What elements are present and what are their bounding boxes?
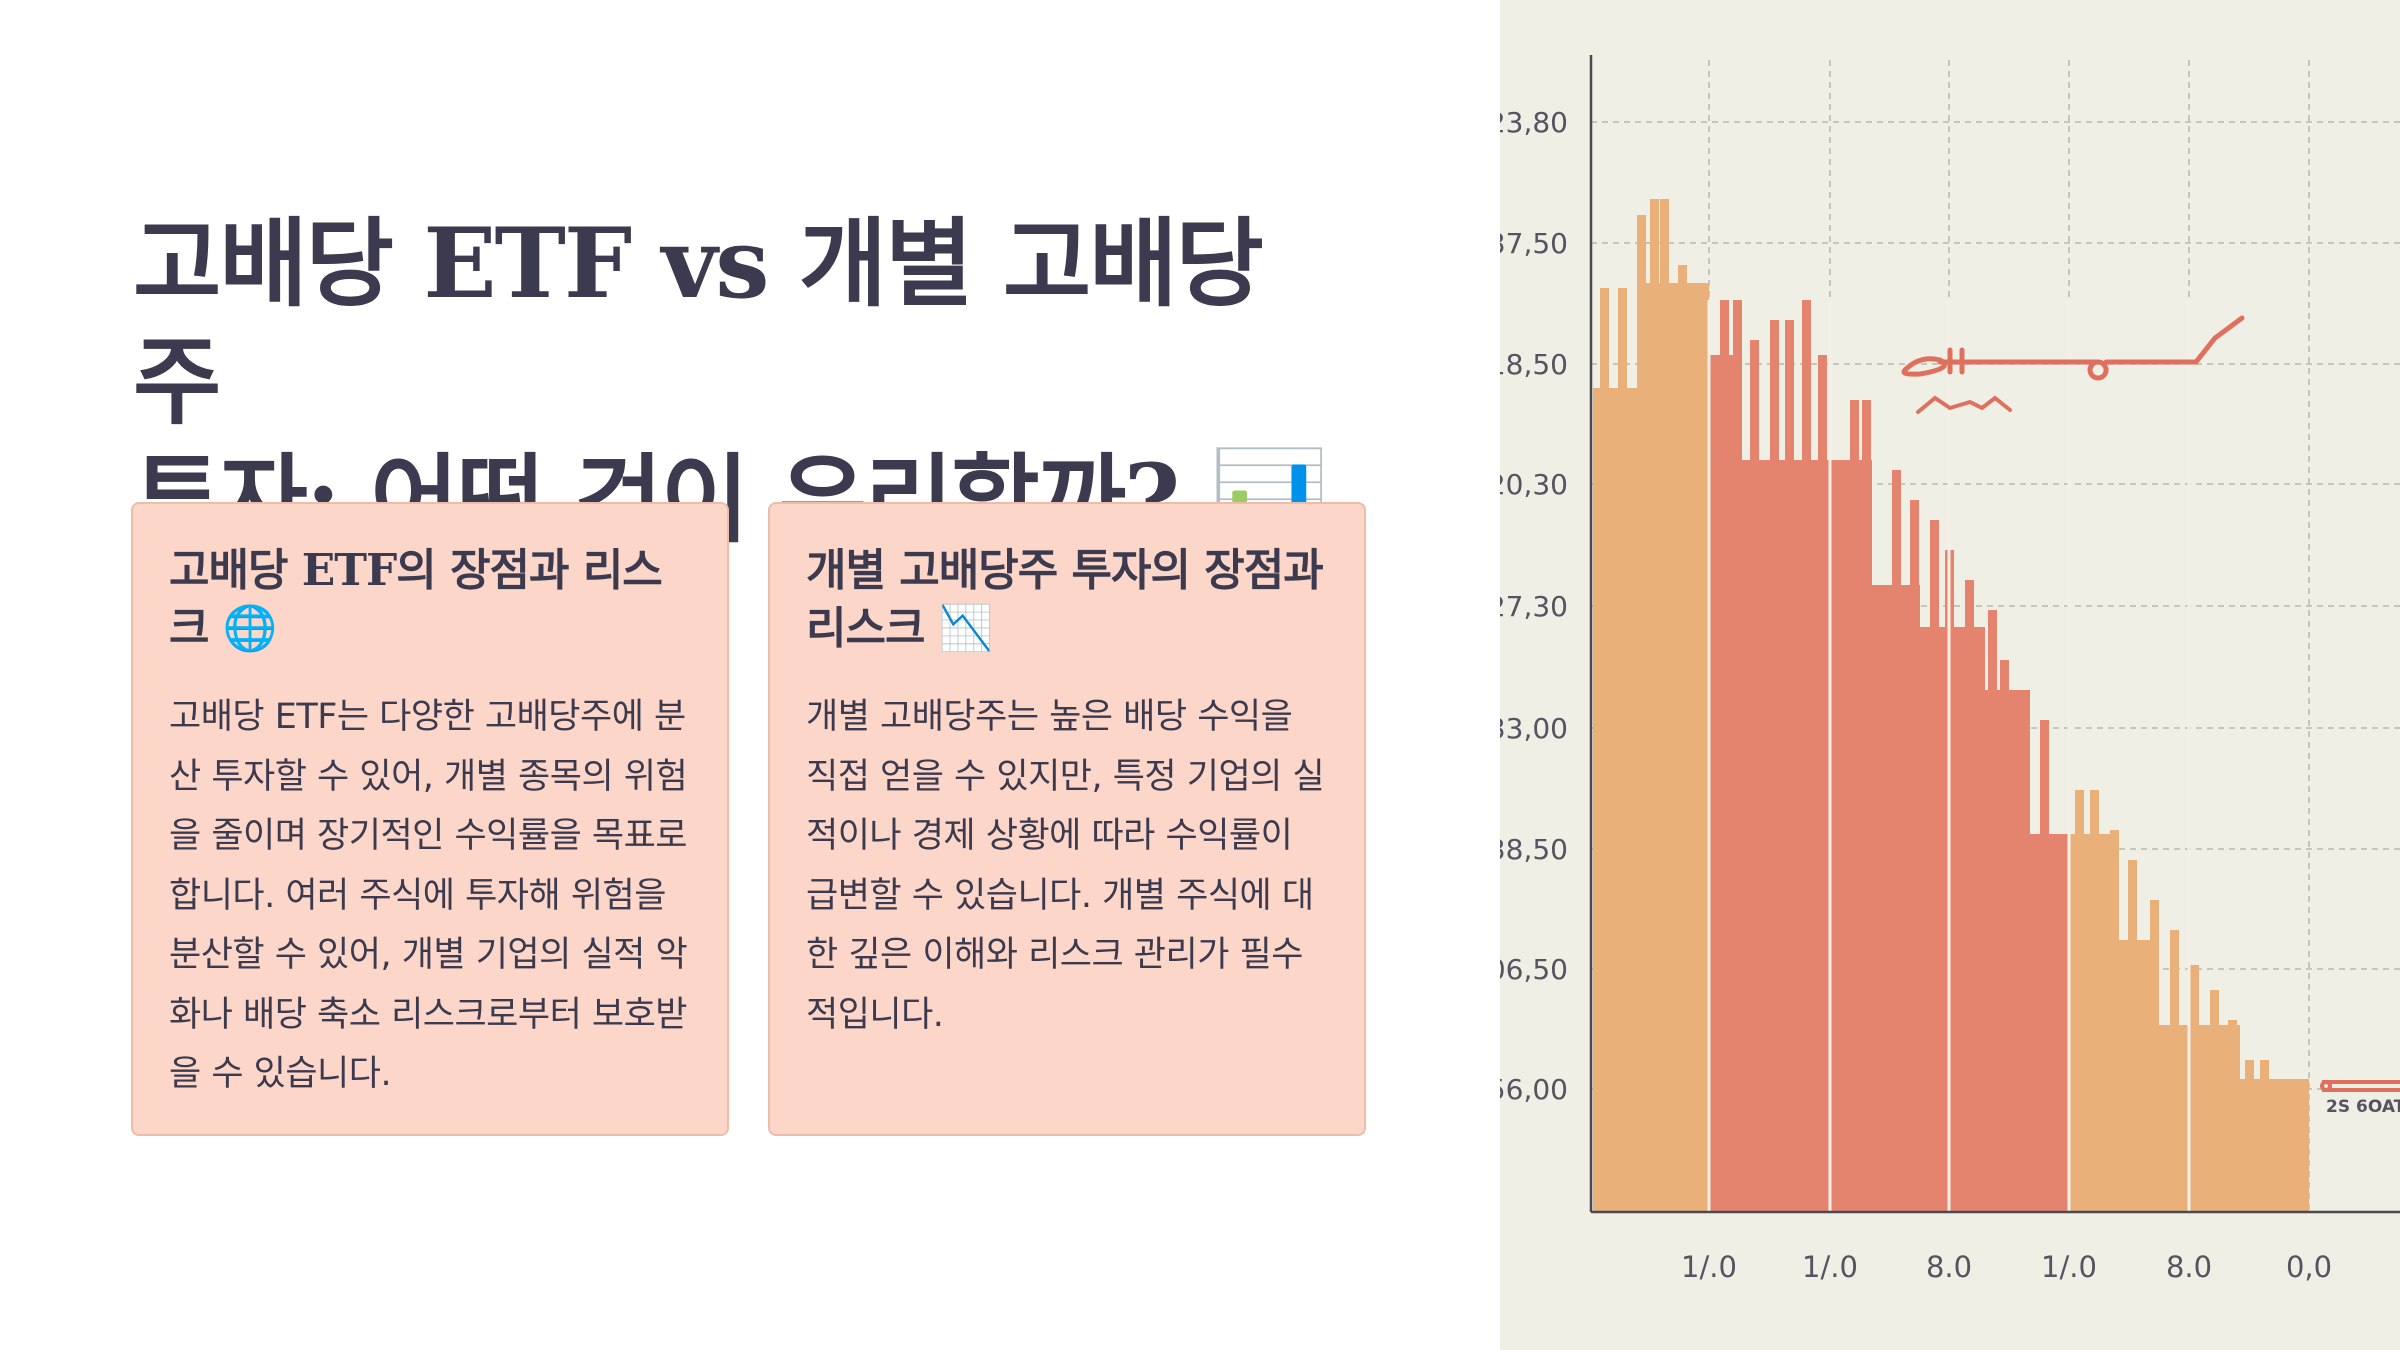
bar-spike xyxy=(2245,1060,2254,1212)
individual-stock-card: 개별 고배당주 투자의 장점과 리스크 📉 개별 고배당주는 높은 배당 수익을… xyxy=(768,502,1366,1136)
bar-block xyxy=(1670,283,1709,1212)
y-tick-label: 38,50 xyxy=(1500,833,1568,866)
bar-spike xyxy=(2150,900,2159,1212)
y-tick-label: 18,50 xyxy=(1500,348,1568,381)
bar-spike xyxy=(1930,520,1939,1212)
bar-spike xyxy=(1720,300,1729,1212)
x-tick-label: 8.0 xyxy=(1926,1250,1972,1284)
y-tick-label: 56,00 xyxy=(1500,1073,1568,1106)
x-tick-label: 8.0 xyxy=(2166,1250,2212,1284)
bar-spike xyxy=(2015,690,2024,1212)
corner-marker xyxy=(2320,1080,2400,1092)
x-tick-label: 0,0 xyxy=(2286,1250,2332,1284)
bar-spike xyxy=(1910,500,1919,1212)
bar-spike xyxy=(1785,320,1794,1212)
bar-spike xyxy=(1650,199,1659,1212)
bar-block xyxy=(2030,834,2069,1212)
bar-spike xyxy=(1750,340,1759,1212)
y-tick-label: 33,00 xyxy=(1500,712,1568,745)
bar-spike xyxy=(1770,320,1779,1212)
bar-spike xyxy=(2128,860,2137,1212)
bar-spike xyxy=(1600,288,1609,1212)
bar-spike xyxy=(1733,300,1742,1212)
y-tick-label: 27,30 xyxy=(1500,590,1568,623)
annotation-line xyxy=(1901,315,2245,381)
etf-card: 고배당 ETF의 장점과 리스크 🌐 고배당 ETF는 다양한 고배당주에 분산… xyxy=(131,502,729,1136)
bar-spike xyxy=(1618,288,1627,1212)
y-tick-label: 37,50 xyxy=(1500,227,1568,260)
x-tick-label: 1/.0 xyxy=(1681,1250,1737,1284)
bar-spike xyxy=(2210,990,2219,1212)
bar-spike xyxy=(2090,790,2099,1212)
y-tick-label: 20,30 xyxy=(1500,468,1568,501)
bar-spike xyxy=(2075,790,2084,1212)
x-tick-label: 1/.0 xyxy=(2041,1250,2097,1284)
bar-spike xyxy=(1678,265,1687,1212)
bar-spike xyxy=(2040,720,2049,1212)
bar-spike xyxy=(2190,965,2199,1212)
bar-spike xyxy=(2260,1060,2269,1212)
annotation-squiggle xyxy=(1916,395,2012,414)
etf-card-heading-text: 고배당 ETF의 장점과 리스크 xyxy=(169,545,663,654)
y-tick-label: 06,50 xyxy=(1500,953,1568,986)
etf-card-body: 고배당 ETF는 다양한 고배당주에 분산 투자할 수 있어, 개별 종목의 위… xyxy=(169,697,688,1094)
chart-decreasing-icon: 📉 xyxy=(938,603,994,654)
etf-card-heading: 고배당 ETF의 장점과 리스크 🌐 xyxy=(169,542,691,658)
bar-spike xyxy=(2228,1020,2237,1212)
bar-spike xyxy=(2000,660,2009,1212)
bar-spike xyxy=(2170,930,2179,1212)
chart-illustration: 23,80 37,50 18,50 20,30 27,30 33,00 38,50 06,50… xyxy=(1500,0,2400,1350)
chart-illustration-svg: 23,80 37,50 18,50 20,30 27,30 33,00 38,50 06,50… xyxy=(1500,55,2400,1284)
individual-card-heading: 개별 고배당주 투자의 장점과 리스크 📉 xyxy=(806,542,1328,658)
title-line-1: 고배당 ETF vs 개별 고배당주 xyxy=(133,207,1264,438)
bar-spike xyxy=(1637,215,1646,1212)
x-tick-label: 1/.0 xyxy=(1802,1250,1858,1284)
bar-spike xyxy=(1892,470,1901,1212)
bar-spike xyxy=(1850,400,1859,1212)
corner-label: 2S 6OAT xyxy=(2326,1097,2400,1117)
bar-spike xyxy=(1988,610,1997,1212)
bar-spike xyxy=(1862,400,1871,1212)
individual-card-heading-text: 개별 고배당주 투자의 장점과 리스크 xyxy=(806,545,1324,654)
globe-icon: 🌐 xyxy=(222,603,278,654)
bar-spike xyxy=(1965,580,1974,1212)
bar-spike xyxy=(1802,300,1811,1212)
y-tick-label: 23,80 xyxy=(1500,106,1568,139)
bar-spike xyxy=(2110,830,2119,1212)
bar-spike xyxy=(1660,199,1669,1212)
individual-card-body: 개별 고배당주는 높은 배당 수익을 직접 얻을 수 있지만, 특정 기업의 실… xyxy=(806,697,1325,1035)
bar-spike xyxy=(1818,355,1827,1212)
